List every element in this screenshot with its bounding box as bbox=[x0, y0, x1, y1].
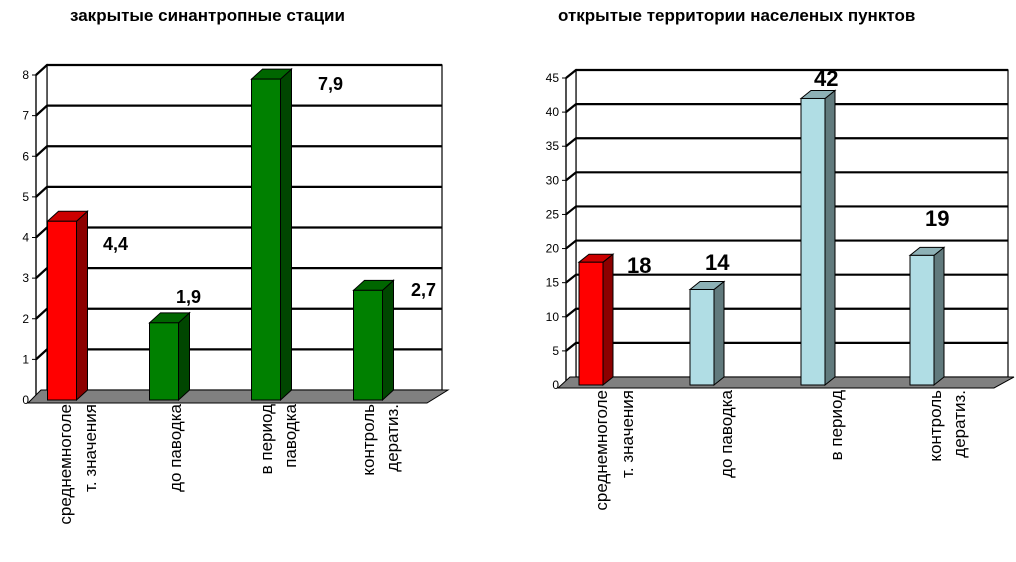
y-tick-label: 6 bbox=[22, 149, 29, 163]
x-tick-label: среднемноголе bbox=[56, 404, 75, 525]
x-tick-label: т. значения bbox=[618, 390, 637, 478]
data-label: 7,9 bbox=[318, 74, 343, 94]
bar bbox=[148, 311, 191, 402]
x-tick-label: дератиз. bbox=[950, 390, 969, 458]
bar-side bbox=[602, 253, 614, 387]
bar bbox=[250, 67, 293, 402]
x-tick-label: контроль bbox=[359, 404, 378, 476]
x-tick-label: дератиз. bbox=[383, 404, 402, 472]
bar-side bbox=[280, 67, 292, 402]
bar-front bbox=[149, 322, 179, 401]
gridline bbox=[565, 137, 1008, 148]
x-tick-label: среднемноголе bbox=[592, 390, 611, 511]
y-tick-label: 20 bbox=[546, 242, 560, 256]
y-tick-label: 0 bbox=[22, 393, 29, 407]
y-tick-label: 3 bbox=[22, 271, 29, 285]
bar-side bbox=[76, 210, 88, 402]
y-tick-label: 5 bbox=[552, 344, 559, 358]
plot-floor bbox=[556, 376, 1015, 389]
x-tick-label: до паводка bbox=[166, 403, 185, 491]
bar-side bbox=[824, 89, 836, 387]
x-tick-label: т. значения bbox=[81, 404, 100, 492]
chart-1: 0 1 2 3 4 5 6 7 8 4,4 среднемноголе т. значения 1,9 д… bbox=[22, 63, 450, 525]
bar-front bbox=[909, 254, 935, 386]
y-tick-label: 25 bbox=[546, 207, 560, 221]
x-tick-label: в период bbox=[257, 404, 276, 474]
x-tick-label: паводка bbox=[281, 403, 300, 467]
x-tick-label: до паводка bbox=[717, 389, 736, 477]
bar-side bbox=[713, 280, 725, 387]
data-label: 1,9 bbox=[176, 287, 201, 307]
y-tick-label: 35 bbox=[546, 139, 560, 153]
bar bbox=[352, 279, 395, 402]
y-tick-label: 8 bbox=[22, 68, 29, 82]
y-tick-label: 5 bbox=[22, 190, 29, 204]
bar bbox=[688, 280, 726, 387]
bar-side bbox=[382, 279, 394, 402]
bar-side bbox=[933, 246, 945, 387]
y-tick-label: 45 bbox=[546, 71, 560, 85]
data-label: 2,7 bbox=[411, 280, 436, 300]
gridline bbox=[35, 104, 442, 117]
gridline bbox=[565, 171, 1008, 182]
y-tick-label: 4 bbox=[22, 231, 29, 245]
y-tick-label: 15 bbox=[546, 276, 560, 290]
y-tick-label: 7 bbox=[22, 109, 29, 123]
y-tick-label: 0 bbox=[552, 378, 559, 392]
gridline bbox=[565, 205, 1008, 216]
bar-front bbox=[353, 289, 383, 401]
bar-side bbox=[178, 311, 190, 402]
bar bbox=[577, 253, 615, 387]
y-tick-label: 10 bbox=[546, 310, 560, 324]
gridline bbox=[565, 103, 1008, 113]
data-label: 18 bbox=[627, 253, 651, 278]
bar-front bbox=[47, 220, 77, 401]
chart-2: 0 5 10 15 20 25 30 35 40 45 18 среднемноголе т. знач… bbox=[546, 66, 1015, 511]
y-tick-label: 40 bbox=[546, 105, 560, 119]
bar-front bbox=[689, 288, 715, 386]
gridline bbox=[565, 341, 1008, 352]
plot-floor bbox=[26, 389, 450, 404]
x-tick-label: контроль bbox=[926, 390, 945, 462]
chart-title-right: открытые территории населеных пунктов bbox=[558, 6, 916, 25]
bar bbox=[799, 89, 837, 387]
gridline bbox=[565, 68, 1008, 79]
gridline bbox=[565, 307, 1008, 318]
y-tick-label: 1 bbox=[22, 352, 29, 366]
bar bbox=[908, 246, 946, 387]
gridline bbox=[35, 63, 442, 76]
plot-side-wall bbox=[565, 68, 577, 387]
gridline bbox=[35, 145, 442, 158]
bar-front bbox=[251, 78, 281, 401]
bar-front bbox=[578, 261, 604, 386]
y-tick-label: 2 bbox=[22, 312, 29, 326]
gridline bbox=[35, 185, 442, 198]
data-label: 42 bbox=[814, 66, 838, 91]
data-label: 14 bbox=[705, 250, 730, 275]
y-tick-label: 30 bbox=[546, 173, 560, 187]
chart-title-left: закрытые синантропные стации bbox=[70, 6, 345, 25]
x-tick-label: в период bbox=[827, 390, 846, 460]
data-label: 4,4 bbox=[103, 234, 128, 254]
bar-front bbox=[800, 97, 826, 386]
gridline bbox=[565, 239, 1008, 250]
gridline bbox=[565, 273, 1008, 284]
data-label: 19 bbox=[925, 206, 949, 231]
bar bbox=[46, 210, 89, 402]
